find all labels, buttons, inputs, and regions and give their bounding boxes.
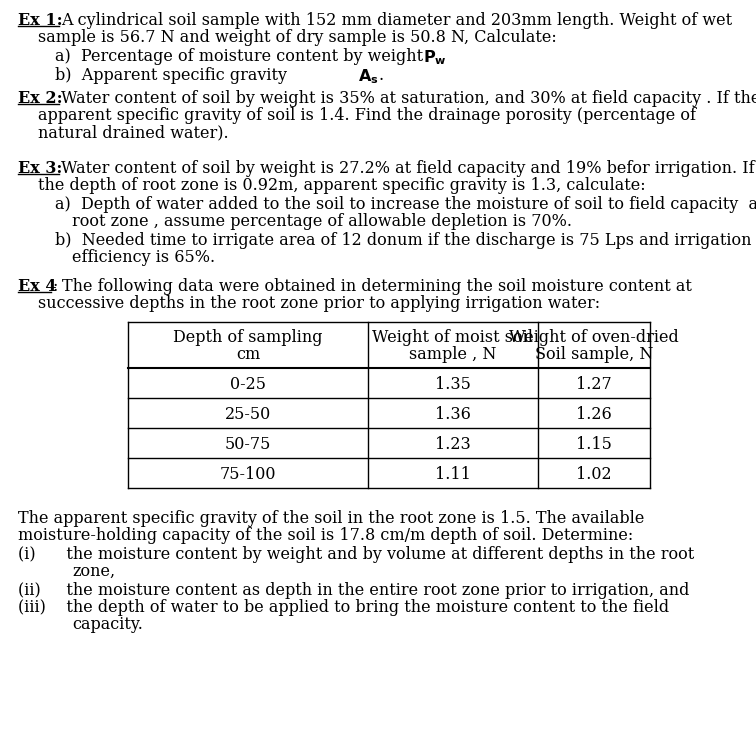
Text: :: : [52,278,57,295]
Text: efficiency is 65%.: efficiency is 65%. [72,249,215,266]
Text: cm: cm [236,346,260,363]
Text: 1.23: 1.23 [435,436,471,453]
Text: Ex 2:: Ex 2: [18,90,63,107]
Text: $\mathbf{A}_\mathbf{s}$: $\mathbf{A}_\mathbf{s}$ [358,67,379,86]
Text: the depth of root zone is 0.92m, apparent specific gravity is 1.3, calculate:: the depth of root zone is 0.92m, apparen… [38,177,646,194]
Text: Soil sample, N: Soil sample, N [534,346,653,363]
Text: (ii)     the moisture content as depth in the entire root zone prior to irrigati: (ii) the moisture content as depth in th… [18,582,689,599]
Text: Ex 1:: Ex 1: [18,12,63,29]
Text: a)  Percentage of moisture content by weight: a) Percentage of moisture content by wei… [55,48,428,65]
Text: Weight of oven-dried: Weight of oven-dried [509,329,679,346]
Text: moisture-holding capacity of the soil is 17.8 cm/m depth of soil. Determine:: moisture-holding capacity of the soil is… [18,527,634,544]
Text: b)  Apparent specific gravity: b) Apparent specific gravity [55,67,297,84]
Text: apparent specific gravity of soil is 1.4. Find the drainage porosity (percentage: apparent specific gravity of soil is 1.4… [38,107,696,124]
Text: A cylindrical soil sample with 152 mm diameter and 203mm length. Weight of wet: A cylindrical soil sample with 152 mm di… [61,12,732,29]
Text: 1.27: 1.27 [576,376,612,393]
Text: zone,: zone, [72,563,115,580]
Text: (i)      the moisture content by weight and by volume at different depths in the: (i) the moisture content by weight and b… [18,546,694,563]
Text: 1.35: 1.35 [435,376,471,393]
Text: 0-25: 0-25 [230,376,266,393]
Text: 50-75: 50-75 [225,436,271,453]
Text: successive depths in the root zone prior to applying irrigation water:: successive depths in the root zone prior… [38,295,600,312]
Text: a)  Depth of water added to the soil to increase the moisture of soil to field c: a) Depth of water added to the soil to i… [55,196,756,213]
Text: Ex 4: Ex 4 [18,278,57,295]
Text: root zone , assume percentage of allowable depletion is 70%.: root zone , assume percentage of allowab… [72,213,572,230]
Text: The apparent specific gravity of the soil in the root zone is 1.5. The available: The apparent specific gravity of the soi… [18,510,644,527]
Text: 1.02: 1.02 [576,466,612,483]
Text: sample is 56.7 N and weight of dry sample is 50.8 N, Calculate:: sample is 56.7 N and weight of dry sampl… [38,29,556,46]
Text: 75-100: 75-100 [220,466,276,483]
Text: Depth of sampling: Depth of sampling [173,329,323,346]
Text: capacity.: capacity. [72,616,143,633]
Text: 1.26: 1.26 [576,406,612,423]
Text: 1.11: 1.11 [435,466,471,483]
Text: Weight of moist soil: Weight of moist soil [373,329,534,346]
Text: .: . [378,67,383,84]
Text: 1.36: 1.36 [435,406,471,423]
Text: 1.15: 1.15 [576,436,612,453]
Text: Water content of soil by weight is 27.2% at field capacity and 19% befor irrigat: Water content of soil by weight is 27.2%… [61,160,754,177]
Text: 25-50: 25-50 [225,406,271,423]
Text: Water content of soil by weight is 35% at saturation, and 30% at field capacity : Water content of soil by weight is 35% a… [61,90,756,107]
Text: (iii)    the depth of water to be applied to bring the moisture content to the f: (iii) the depth of water to be applied t… [18,599,669,616]
Text: Ex 3:: Ex 3: [18,160,63,177]
Text: b)  Needed time to irrigate area of 12 donum if the discharge is 75 Lps and irri: b) Needed time to irrigate area of 12 do… [55,232,751,249]
Text: The following data were obtained in determining the soil moisture content at: The following data were obtained in dete… [62,278,692,295]
Text: sample , N: sample , N [409,346,497,363]
Text: natural drained water).: natural drained water). [38,124,228,141]
Text: $\mathbf{P}_\mathbf{w}$: $\mathbf{P}_\mathbf{w}$ [423,48,447,66]
